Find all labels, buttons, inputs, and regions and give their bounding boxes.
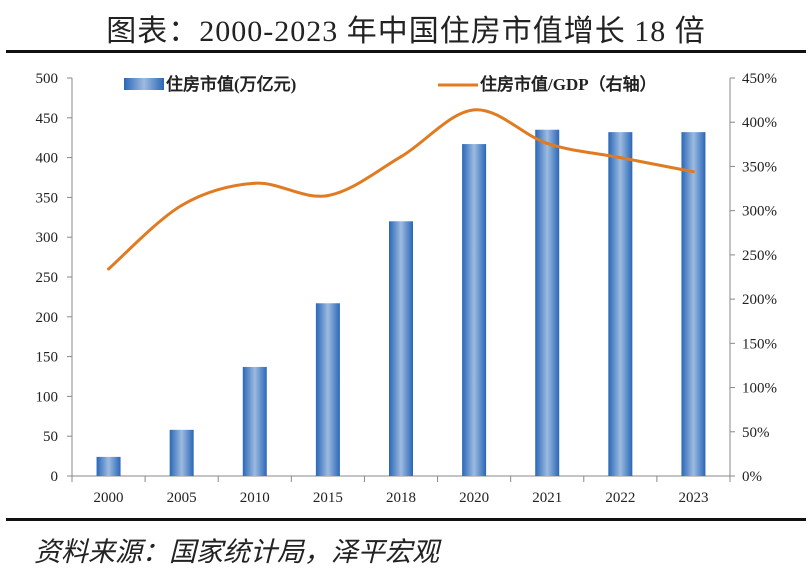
bar-2010 xyxy=(242,366,267,476)
source-note: 资料来源：国家统计局，泽平宏观 xyxy=(34,537,439,567)
ratio-point-2005 xyxy=(180,203,184,207)
left-tick-label: 400 xyxy=(36,151,59,167)
x-tick-label: 2020 xyxy=(459,490,489,506)
ratio-point-2021 xyxy=(545,141,549,145)
ratio-point-2010 xyxy=(253,181,257,185)
ratio-point-2000 xyxy=(107,267,111,271)
left-tick-label: 450 xyxy=(36,111,59,127)
legend: 住房市值(万亿元) 住房市值/GDP（右轴） xyxy=(124,74,657,94)
ratio-point-2022 xyxy=(618,156,622,160)
right-tick-label: 100% xyxy=(742,381,777,397)
right-tick-label: 0% xyxy=(742,469,762,485)
legend-line-label: 住房市值/GDP（右轴） xyxy=(480,74,657,94)
bar-2015 xyxy=(315,303,340,476)
x-tick-label: 2005 xyxy=(167,490,197,506)
x-tick-label: 2018 xyxy=(386,490,416,506)
right-tick-label: 350% xyxy=(742,159,777,175)
left-tick-label: 250 xyxy=(36,270,59,286)
x-tick-label: 2022 xyxy=(605,490,635,506)
ratio-point-2020 xyxy=(472,108,476,112)
x-tick-label: 2010 xyxy=(240,490,270,506)
left-tick-label: 350 xyxy=(36,190,59,206)
bar-2018 xyxy=(389,221,413,476)
bar-2020 xyxy=(462,144,487,476)
ratio-point-2023 xyxy=(691,170,695,174)
right-tick-label: 450% xyxy=(742,71,777,87)
legend-bar-label: 住房市值(万亿元) xyxy=(166,74,296,94)
bar-2023 xyxy=(681,132,706,477)
right-tick-label: 300% xyxy=(742,204,777,220)
bar-2000 xyxy=(96,456,121,476)
left-tick-label: 150 xyxy=(36,350,59,366)
right-tick-label: 50% xyxy=(742,425,770,441)
left-tick-label: 300 xyxy=(36,230,59,246)
x-tick-label: 2023 xyxy=(678,490,708,506)
ratio-point-2015 xyxy=(326,194,330,198)
right-tick-label: 150% xyxy=(742,336,777,352)
left-tick-label: 200 xyxy=(36,310,59,326)
x-tick-label: 2000 xyxy=(94,490,124,506)
bar-2021 xyxy=(535,129,560,477)
left-tick-label: 50 xyxy=(43,429,58,445)
bar-2022 xyxy=(608,132,633,477)
ratio-point-2018 xyxy=(399,155,403,159)
right-tick-label: 200% xyxy=(742,292,777,308)
bar-2005 xyxy=(169,429,194,476)
right-tick-label: 250% xyxy=(742,248,777,264)
bottom-rule xyxy=(6,518,806,521)
left-tick-label: 100 xyxy=(36,389,59,405)
left-tick-label: 0 xyxy=(51,469,59,485)
x-tick-label: 2021 xyxy=(532,490,562,506)
x-tick-label: 2015 xyxy=(313,490,343,506)
right-tick-label: 400% xyxy=(742,115,777,131)
left-tick-label: 500 xyxy=(36,71,59,87)
top-rule xyxy=(6,50,806,53)
legend-bar-swatch xyxy=(124,78,164,90)
chart: 住房市值(万亿元) 住房市值/GDP（右轴） 0 50 100 150 200 250 30… xyxy=(36,71,778,506)
chart-title: 图表：2000-2023 年中国住房市值增长 18 倍 xyxy=(106,15,706,48)
